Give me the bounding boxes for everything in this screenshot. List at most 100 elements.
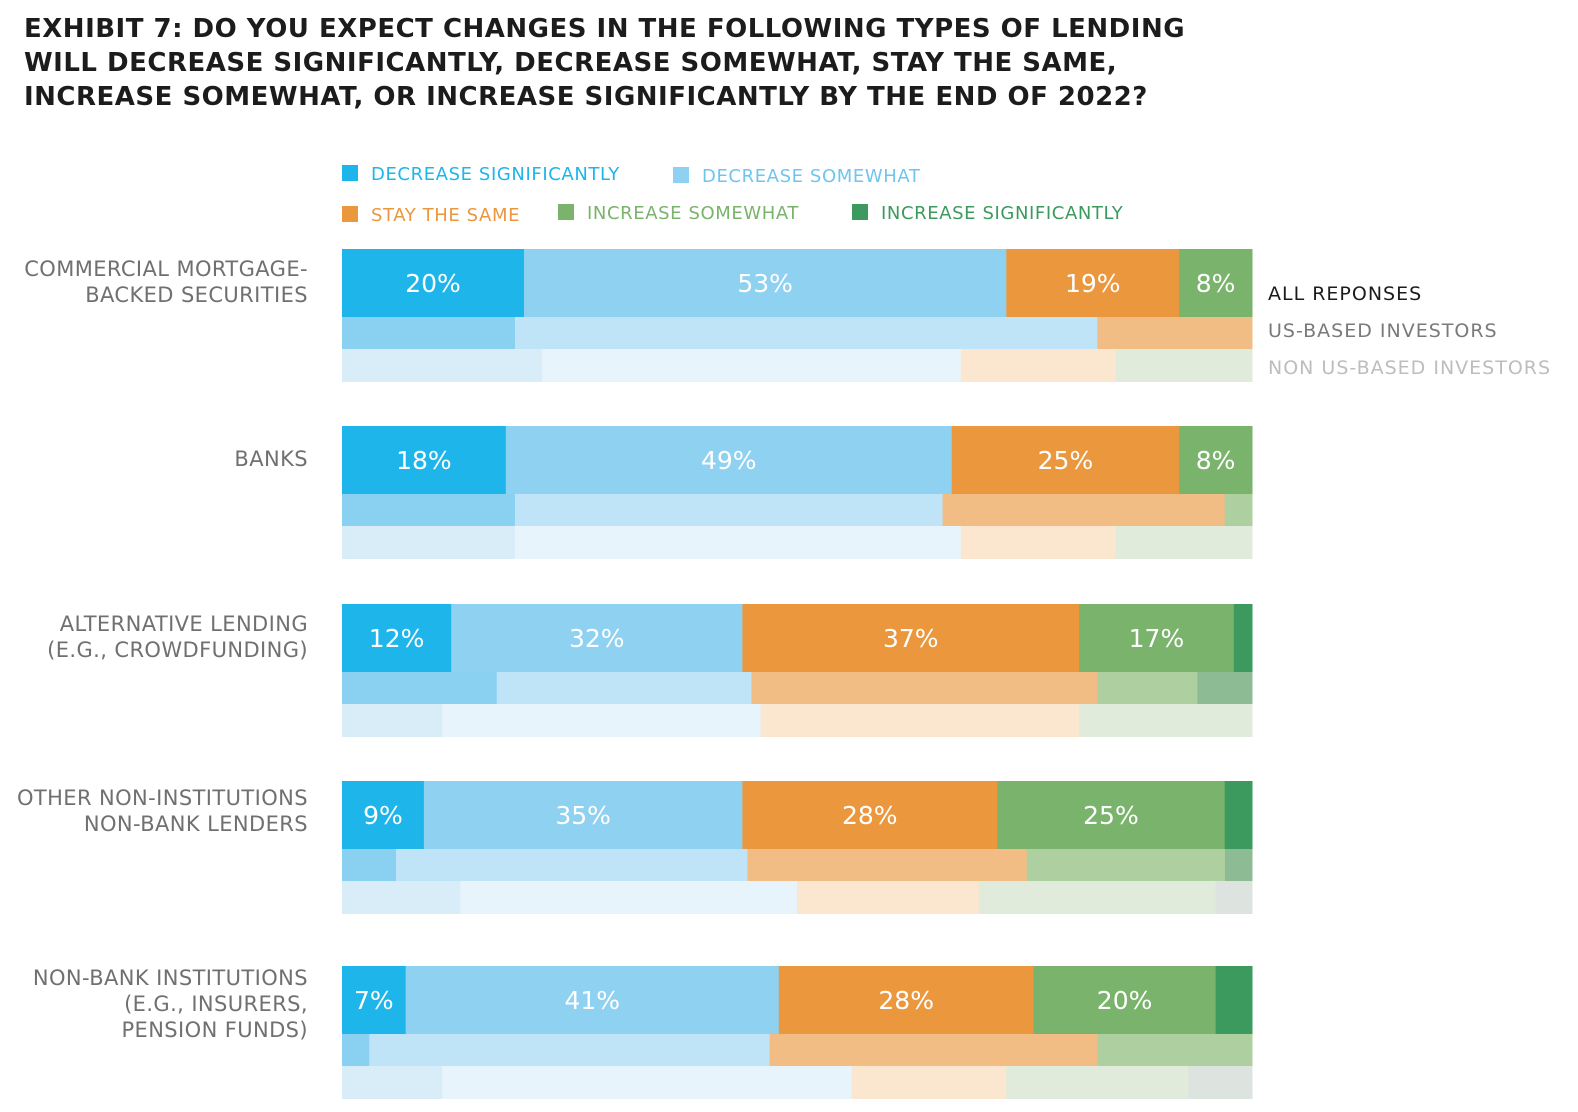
- bar-segment: [451, 604, 743, 672]
- data-label: 18%: [396, 446, 452, 475]
- data-label: 32%: [569, 624, 625, 653]
- chart-title-line: WILL DECREASE SIGNIFICANTLY, DECREASE SO…: [24, 48, 1118, 78]
- legend-label: DECREASE SOMEWHAT: [702, 166, 921, 187]
- legend-label: INCREASE SOMEWHAT: [587, 203, 799, 224]
- bar-segment: [942, 494, 1226, 526]
- category-label-other-non-institutions: OTHER NON-INSTITUTIONS NON-BANK LENDERS: [17, 785, 308, 837]
- bar-segment: [496, 672, 752, 704]
- bar-segment: [1026, 849, 1226, 881]
- bar-segment: [514, 317, 1098, 349]
- chart-title-line: INCREASE SOMEWHAT, OR INCREASE SIGNIFICA…: [24, 82, 1148, 112]
- data-label: 41%: [564, 986, 620, 1015]
- category-label-line: BANKS: [234, 447, 308, 471]
- data-label: 7%: [354, 986, 394, 1015]
- category-label-non-bank-institutions: NON-BANK INSTITUTIONS (E.G., INSURERS, P…: [33, 965, 308, 1043]
- legend-swatch: [852, 204, 868, 220]
- data-label: 20%: [1097, 986, 1153, 1015]
- bar-segment: [1115, 349, 1253, 382]
- bar-segment: [342, 704, 443, 737]
- legend-swatch: [673, 167, 689, 183]
- data-label: 49%: [701, 446, 757, 475]
- bar-segment: [1224, 849, 1253, 881]
- bar-segment: [342, 881, 461, 914]
- bar-segment: [851, 1066, 1007, 1099]
- bar-segment: [1079, 704, 1253, 737]
- group-label-non-us-based: NON US-BASED INVESTORS: [1268, 357, 1552, 379]
- bar-segment: [769, 1034, 1098, 1066]
- data-label: 20%: [405, 269, 461, 298]
- bar-segment: [342, 1066, 443, 1099]
- legend-label: STAY THE SAME: [371, 205, 521, 226]
- category-label-line: ALTERNATIVE LENDING: [59, 612, 308, 636]
- bar-segment: [342, 494, 516, 526]
- bar-segment: [1179, 426, 1253, 494]
- data-label: 19%: [1065, 269, 1121, 298]
- bar-segment: [1097, 317, 1253, 349]
- bar-segment: [542, 349, 962, 382]
- bar-segment: [1188, 1066, 1253, 1099]
- group-label-us-based: US-BASED INVESTORS: [1268, 320, 1498, 342]
- legend-item-increase-somewhat: INCREASE SOMEWHAT: [558, 203, 799, 224]
- bar-segment: [1033, 966, 1217, 1034]
- bar-segment: [342, 849, 397, 881]
- data-label: 17%: [1129, 624, 1185, 653]
- data-label: 53%: [737, 269, 793, 298]
- data-label: 25%: [1038, 446, 1094, 475]
- bar-segment: [1097, 672, 1198, 704]
- category-label-line: PENSION FUNDS): [121, 1018, 308, 1042]
- bar-segment: [1179, 249, 1253, 317]
- chart-title: EXHIBIT 7: DO YOU EXPECT CHANGES IN THE …: [24, 12, 1264, 114]
- bar-segment: [342, 1034, 370, 1066]
- bar-segment: [742, 604, 1080, 672]
- bar-segment: [369, 1034, 771, 1066]
- bar-segment: [1097, 1034, 1253, 1066]
- bar-segment: [1233, 604, 1253, 672]
- bar-segment: [1115, 526, 1253, 559]
- group-label-all-responses: ALL REPONSES: [1268, 283, 1423, 305]
- bar-segment: [423, 781, 743, 849]
- bar-segment: [524, 249, 1007, 317]
- legend-item-decrease-somewhat: DECREASE SOMEWHAT: [673, 166, 920, 187]
- chart-title-line: EXHIBIT 7: DO YOU EXPECT CHANGES IN THE …: [24, 14, 1186, 44]
- legend-item-decrease-significantly: DECREASE SIGNIFICANTLY: [342, 164, 620, 185]
- bar-segment: [1197, 672, 1253, 704]
- bar-segment: [1006, 1066, 1189, 1099]
- bar-segment: [797, 881, 980, 914]
- legend-swatch: [342, 165, 358, 181]
- bar-segment: [342, 426, 507, 494]
- category-label-line: NON-BANK INSTITUTIONS: [32, 966, 308, 990]
- data-label: 8%: [1196, 269, 1236, 298]
- bar-segment: [460, 881, 798, 914]
- bar-segment: [342, 317, 516, 349]
- bar-segment: [1079, 604, 1235, 672]
- bar-segment: [747, 849, 1028, 881]
- category-label-line: NON-BANK LENDERS: [83, 812, 308, 836]
- bar-segment: [778, 966, 1035, 1034]
- bar-segment: [1215, 881, 1253, 914]
- bar-segment: [342, 781, 425, 849]
- data-label: 35%: [555, 801, 611, 830]
- data-label: 25%: [1083, 801, 1139, 830]
- category-label-line: (E.G., INSURERS,: [124, 992, 308, 1016]
- bar-segment: [997, 781, 1226, 849]
- bar-segment: [505, 426, 953, 494]
- category-label-line: COMMERCIAL MORTGAGE-: [24, 257, 308, 281]
- bar-segment: [514, 494, 944, 526]
- bar-segment: [960, 526, 1116, 559]
- bar-segment: [1215, 966, 1253, 1034]
- bar-segment: [342, 526, 516, 559]
- legend-swatch: [558, 204, 574, 220]
- legend-label: INCREASE SIGNIFICANTLY: [881, 203, 1124, 224]
- category-label-banks: BANKS: [234, 446, 308, 472]
- category-label-cmbs: COMMERCIAL MORTGAGE- BACKED SECURITIES: [24, 256, 308, 308]
- category-label-line: (E.G., CROWDFUNDING): [47, 638, 308, 662]
- bar-segment: [1006, 249, 1180, 317]
- bar-segment: [1224, 494, 1253, 526]
- data-label: 37%: [883, 624, 939, 653]
- bar-segment: [751, 672, 1098, 704]
- data-label: 9%: [363, 801, 403, 830]
- legend-swatch: [342, 206, 358, 222]
- legend-item-stay-the-same: STAY THE SAME: [342, 205, 520, 226]
- bar-segment: [396, 849, 748, 881]
